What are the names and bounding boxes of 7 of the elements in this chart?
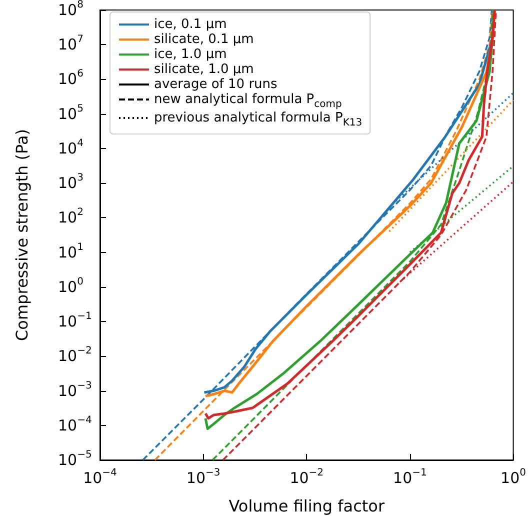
legend-label: average of 10 runs	[154, 77, 278, 92]
legend-label: ice, 0.1 µm	[154, 17, 227, 32]
legend-label: silicate, 1.0 µm	[154, 62, 254, 77]
legend-label: ice, 1.0 µm	[154, 47, 227, 62]
legend-label: silicate, 0.1 µm	[154, 32, 254, 47]
x-axis-title: Volume filing factor	[228, 496, 385, 516]
y-axis-title: Compressive strength (Pa)	[12, 129, 32, 341]
